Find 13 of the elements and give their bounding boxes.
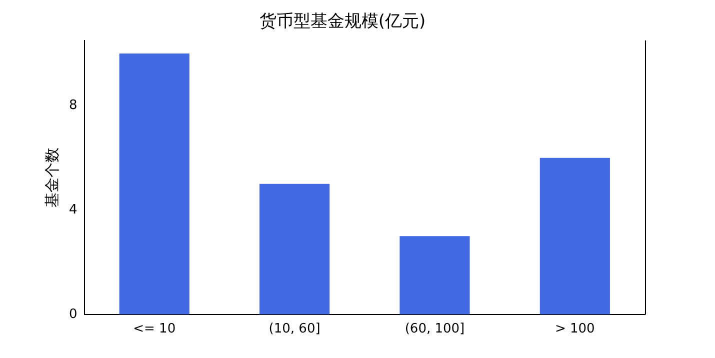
x-tick-label: (10, 60] (268, 322, 320, 337)
x-tick-label: > 100 (554, 322, 595, 337)
x-tick-label: (60, 100] (404, 322, 465, 337)
bar (400, 236, 470, 314)
bar (260, 184, 330, 314)
y-tick-label: 8 (68, 98, 78, 114)
x-tick-label: <= 10 (133, 322, 176, 337)
chart-title: 货币型基金规模(亿元) (259, 12, 426, 32)
y-tick-label: 0 (68, 306, 78, 322)
bar (540, 158, 610, 314)
y-axis-title: 基金个数 (42, 147, 61, 208)
bar (119, 53, 190, 314)
y-tick-label: 4 (68, 202, 78, 218)
